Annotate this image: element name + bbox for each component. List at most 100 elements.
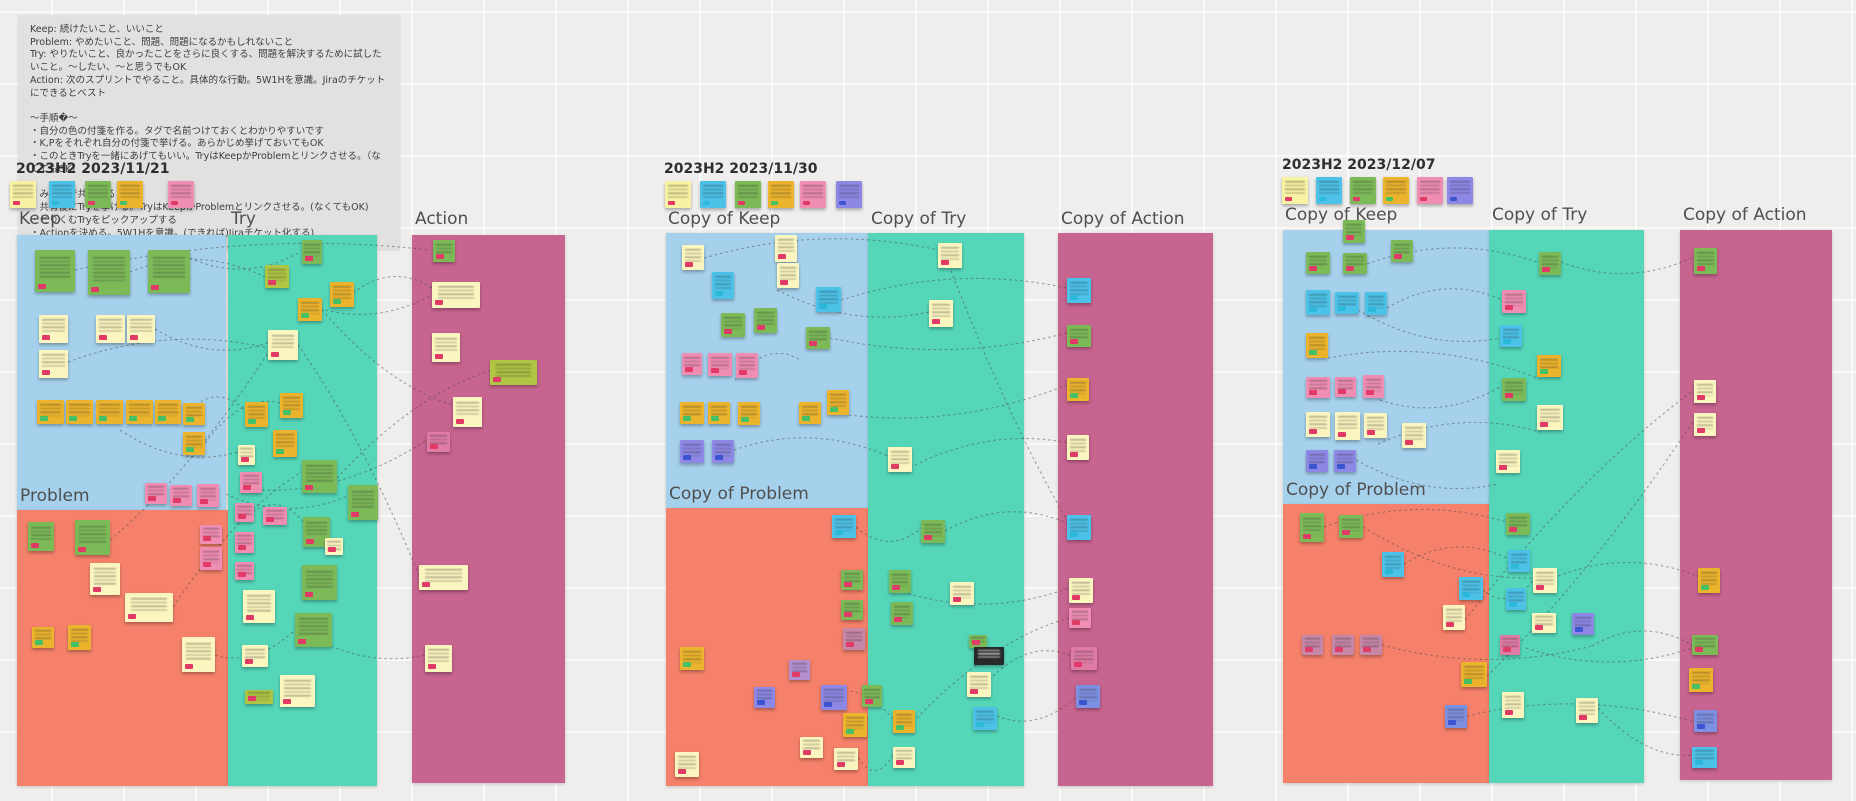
sticky-note[interactable]	[680, 402, 704, 424]
sticky-note[interactable]	[974, 647, 1004, 665]
sticky-note[interactable]	[1306, 450, 1328, 472]
connector-line[interactable]	[172, 469, 306, 608]
connector-line[interactable]	[1362, 526, 1536, 579]
member-tag-note[interactable]	[1350, 177, 1376, 204]
sticky-note[interactable]	[28, 522, 54, 551]
connector-line[interactable]	[336, 369, 493, 479]
sticky-note[interactable]	[235, 562, 254, 580]
connector-line[interactable]	[1560, 256, 1695, 275]
sticky-note[interactable]	[1334, 450, 1356, 472]
sticky-note[interactable]	[325, 538, 343, 555]
sticky-note[interactable]	[148, 250, 190, 293]
sticky-note[interactable]	[155, 400, 181, 424]
sticky-note[interactable]	[425, 645, 452, 672]
member-tag-note[interactable]	[1282, 177, 1308, 204]
sticky-note[interactable]	[1694, 380, 1716, 403]
action-label[interactable]: Copy of Action	[1683, 205, 1807, 225]
sticky-note[interactable]	[1335, 377, 1356, 397]
connector-line[interactable]	[1381, 644, 1593, 661]
connector-line[interactable]	[1597, 707, 1695, 756]
sticky-note[interactable]	[1506, 588, 1526, 610]
problem-label[interactable]: Problem	[20, 486, 90, 506]
action-region[interactable]	[412, 235, 565, 783]
sticky-note[interactable]	[1572, 613, 1594, 635]
sticky-note[interactable]	[183, 403, 205, 425]
sticky-note[interactable]	[799, 402, 821, 424]
connector-line[interactable]	[776, 289, 930, 318]
connector-line[interactable]	[321, 309, 454, 406]
sticky-note[interactable]	[1698, 568, 1720, 593]
sticky-note[interactable]	[675, 752, 699, 777]
member-tag-note[interactable]	[85, 181, 111, 208]
connector-line[interactable]	[904, 437, 1070, 471]
sticky-note[interactable]	[66, 400, 93, 424]
sticky-note[interactable]	[1508, 550, 1530, 572]
sticky-note[interactable]	[32, 627, 54, 648]
sticky-note[interactable]	[35, 250, 75, 292]
connector-line[interactable]	[988, 650, 1072, 681]
sticky-note[interactable]	[1694, 248, 1717, 274]
member-tag-note[interactable]	[168, 181, 194, 208]
sticky-note[interactable]	[88, 250, 130, 295]
sticky-note[interactable]	[125, 593, 173, 622]
sticky-note[interactable]	[1306, 290, 1330, 315]
sticky-note[interactable]	[1533, 568, 1557, 593]
sticky-note[interactable]	[738, 402, 760, 425]
sticky-note[interactable]	[712, 440, 734, 463]
sticky-note[interactable]	[1332, 635, 1354, 655]
sticky-note[interactable]	[1363, 375, 1384, 398]
sticky-note[interactable]	[1694, 413, 1716, 436]
connector-line[interactable]	[733, 437, 889, 457]
sticky-note[interactable]	[708, 402, 730, 424]
member-tag-note[interactable]	[700, 181, 726, 208]
keep-label[interactable]: Keep	[19, 209, 62, 229]
sticky-note[interactable]	[427, 432, 450, 452]
sticky-note[interactable]	[1692, 747, 1717, 768]
member-tag-note[interactable]	[1417, 177, 1443, 204]
sticky-note[interactable]	[1689, 668, 1713, 692]
sticky-note[interactable]	[821, 685, 847, 710]
sticky-note[interactable]	[1306, 333, 1328, 358]
sticky-note[interactable]	[1537, 355, 1561, 377]
sticky-note[interactable]	[1302, 635, 1323, 655]
action-label[interactable]: Action	[415, 209, 469, 229]
sticky-note[interactable]	[832, 515, 856, 538]
sticky-note[interactable]	[432, 282, 480, 308]
connector-line[interactable]	[857, 754, 894, 772]
keep-label[interactable]: Copy of Keep	[1285, 205, 1398, 225]
sticky-note[interactable]	[1343, 220, 1365, 243]
kpt-instructions-note[interactable]: Keep: 続けたいこと、いいこと Problem: やめたいこと、問題、問題に…	[18, 15, 400, 250]
connector-line[interactable]	[840, 277, 1068, 301]
sticky-note[interactable]	[1539, 252, 1561, 275]
sticky-note[interactable]	[800, 737, 823, 758]
sticky-note[interactable]	[263, 507, 287, 525]
connector-line[interactable]	[1466, 703, 1695, 723]
sticky-note[interactable]	[238, 445, 255, 465]
sticky-note[interactable]	[973, 707, 997, 730]
sticky-note[interactable]	[1076, 685, 1100, 708]
sticky-note[interactable]	[888, 447, 912, 472]
sticky-note[interactable]	[1300, 513, 1324, 542]
member-tag-note[interactable]	[1316, 177, 1342, 204]
member-tag-note[interactable]	[800, 181, 826, 208]
try-region[interactable]	[1489, 230, 1644, 783]
sticky-note[interactable]	[145, 483, 167, 504]
sticky-note[interactable]	[1067, 278, 1091, 303]
sticky-note[interactable]	[1339, 515, 1363, 538]
connector-line[interactable]	[119, 429, 239, 458]
sticky-note[interactable]	[453, 397, 482, 427]
sticky-note[interactable]	[754, 687, 775, 708]
sticky-note[interactable]	[37, 400, 64, 424]
sticky-note[interactable]	[1364, 413, 1387, 438]
sticky-note[interactable]	[889, 570, 911, 593]
sticky-note[interactable]	[1306, 377, 1330, 398]
sticky-note[interactable]	[789, 660, 810, 680]
sticky-note[interactable]	[1532, 613, 1556, 633]
sticky-note[interactable]	[806, 327, 830, 349]
sticky-note[interactable]	[1067, 378, 1089, 401]
sticky-note[interactable]	[680, 647, 704, 670]
sticky-note[interactable]	[433, 240, 455, 262]
sticky-note[interactable]	[298, 298, 322, 321]
sticky-note[interactable]	[268, 330, 298, 360]
sticky-note[interactable]	[1306, 412, 1330, 437]
